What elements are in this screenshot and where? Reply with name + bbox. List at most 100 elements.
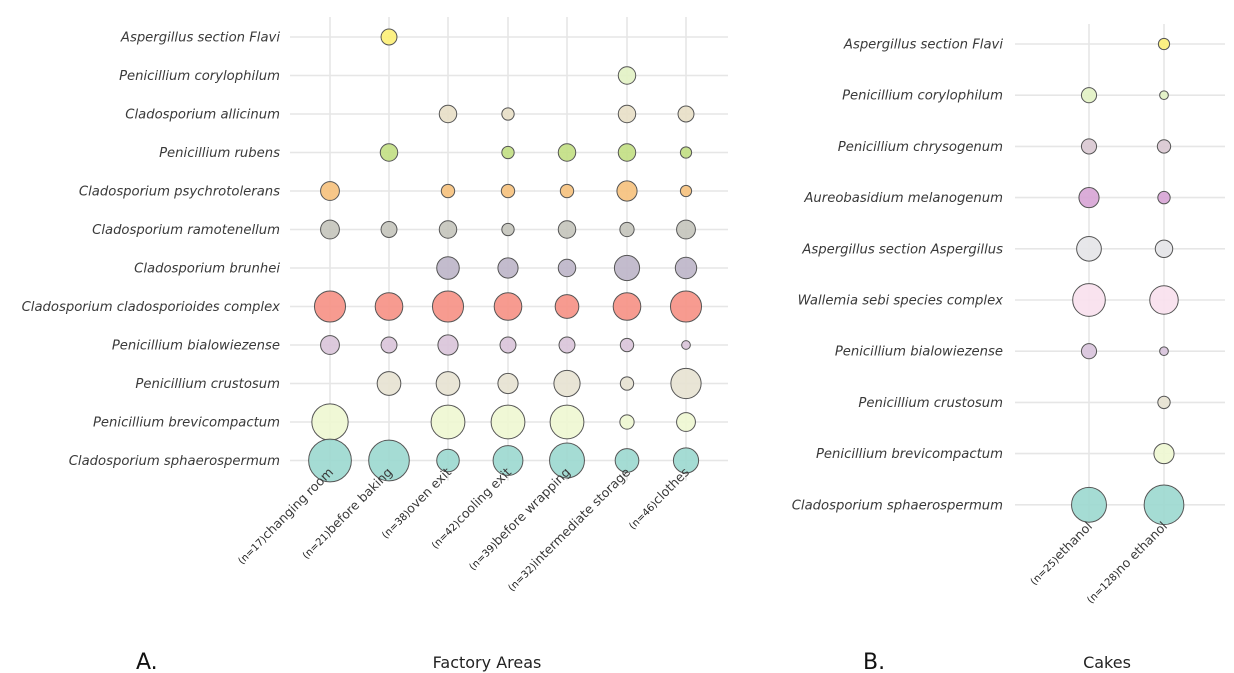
bubble-cladosporium-cladosporioides-complex-clothes — [669, 290, 703, 323]
bubble-penicillium-rubens-intermediate-storage — [617, 143, 637, 162]
y-tick-label-penicillium-corylophilum: Penicillium corylophilum — [119, 69, 280, 84]
panel-a-bubbles — [308, 28, 703, 483]
y-tick-label-penicillium-bialowiezense: Penicillium bialowiezense — [835, 345, 1003, 360]
bubble-cladosporium-ramotenellum-intermediate-storage — [619, 221, 635, 238]
bubble-penicillium-crustosum-cooling-exit — [497, 372, 519, 395]
bubble-penicillium-brevicompactum-clothes — [676, 412, 696, 432]
bubble-cladosporium-cladosporioides-complex-oven-exit — [431, 290, 465, 323]
bubble-penicillium-bialowiezense-before-baking — [380, 336, 398, 354]
x-tick-name: no ethanol — [1112, 519, 1170, 577]
x-tick-name: intermediate storage — [529, 464, 634, 569]
bubble-cladosporium-sphaerospermum-intermediate-storage — [614, 448, 640, 473]
bubble-cladosporium-ramotenellum-clothes — [676, 219, 696, 240]
y-tick-label-penicillium-chrysogenum: Penicillium chrysogenum — [838, 140, 1003, 155]
bubble-aspergillus-section-flavi-no-ethanol — [1157, 37, 1171, 51]
bubble-cladosporium-psychrotolerans-oven-exit — [440, 183, 456, 199]
y-tick-label-penicillium-bialowiezense: Penicillium bialowiezense — [112, 339, 280, 354]
y-tick-label-penicillium-crustosum: Penicillium crustosum — [858, 396, 1003, 411]
bubble-penicillium-corylophilum-intermediate-storage — [617, 66, 637, 85]
bubble-cladosporium-cladosporioides-complex-changing-room — [313, 290, 347, 323]
y-tick-label-aspergillus-section-aspergillus: Aspergillus section Aspergillus — [801, 242, 1003, 257]
bubble-cladosporium-sphaerospermum-no-ethanol — [1143, 484, 1185, 526]
bubble-penicillium-brevicompactum-before-wrapping — [549, 404, 585, 440]
y-tick-label-aspergillus-section-flavi: Aspergillus section Flavi — [120, 31, 280, 46]
bubble-cladosporium-allicinum-oven-exit — [438, 104, 458, 124]
bubble-penicillium-bialowiezense-changing-room — [320, 335, 340, 355]
bubble-aureobasidium-melanogenum-ethanol — [1078, 187, 1100, 209]
bubble-penicillium-crustosum-oven-exit — [435, 371, 461, 396]
bubble-aspergillus-section-flavi-before-baking — [380, 28, 398, 46]
y-tick-label-cladosporium-sphaerospermum: Cladosporium sphaerospermum — [792, 498, 1003, 513]
bubble-cladosporium-sphaerospermum-clothes — [672, 447, 700, 474]
bubble-cladosporium-ramotenellum-before-wrapping — [557, 220, 577, 239]
bubble-penicillium-rubens-before-baking — [379, 143, 399, 162]
bubble-cladosporium-ramotenellum-changing-room — [320, 219, 340, 240]
x-tick-label-before-wrapping: (n=39)before wrapping — [465, 465, 574, 574]
bubble-cladosporium-ramotenellum-before-baking — [380, 221, 398, 238]
x-tick-count: (n=42) — [430, 519, 463, 552]
x-tick-label-intermediate-storage: (n=32)intermediate storage — [504, 464, 634, 594]
bubble-penicillium-crustosum-intermediate-storage — [619, 376, 635, 391]
bubble-penicillium-bialowiezense-no-ethanol — [1159, 346, 1169, 357]
bubble-penicillium-brevicompactum-intermediate-storage — [619, 414, 635, 430]
y-tick-label-cladosporium-cladosporioides-complex: Cladosporium cladosporioides complex — [22, 300, 281, 315]
bubble-wallemia-sebi-species-complex-no-ethanol — [1149, 285, 1179, 315]
y-tick-label-penicillium-brevicompactum: Penicillium brevicompactum — [93, 416, 280, 431]
bubble-penicillium-corylophilum-no-ethanol — [1159, 90, 1169, 101]
x-tick-count: (n=17) — [236, 534, 269, 567]
bubble-penicillium-brevicompactum-no-ethanol — [1153, 443, 1175, 465]
x-tick-count: (n=128) — [1085, 569, 1122, 606]
x-tick-count: (n=39) — [467, 540, 500, 573]
x-tick-name: oven exit — [402, 464, 454, 516]
y-tick-label-wallemia-sebi-species-complex: Wallemia sebi species complex — [798, 294, 1004, 309]
bubble-cladosporium-sphaerospermum-changing-room — [308, 438, 352, 483]
panel-a: Aspergillus section Flavi Penicillium cor… — [22, 17, 728, 673]
bubble-cladosporium-psychrotolerans-before-wrapping — [559, 183, 575, 199]
y-tick-label-cladosporium-psychrotolerans: Cladosporium psychrotolerans — [79, 185, 280, 200]
bubble-cladosporium-sphaerospermum-before-baking — [368, 439, 410, 482]
bubble-penicillium-bialowiezense-ethanol — [1080, 343, 1098, 360]
bubble-penicillium-brevicompactum-oven-exit — [430, 404, 466, 440]
bubble-cladosporium-allicinum-cooling-exit — [501, 107, 515, 121]
panel-a-x-axis-title: Factory Areas — [433, 653, 542, 672]
x-tick-label-no-ethanol: (n=128)no ethanol — [1083, 519, 1171, 607]
bubble-penicillium-crustosum-before-baking — [376, 371, 402, 396]
bubble-cladosporium-allicinum-intermediate-storage — [617, 104, 637, 124]
x-tick-count: (n=25) — [1029, 555, 1062, 588]
x-tick-label-ethanol: (n=25)ethanol — [1026, 519, 1095, 588]
y-tick-label-penicillium-brevicompactum: Penicillium brevicompactum — [816, 447, 1003, 462]
y-tick-label-cladosporium-ramotenellum: Cladosporium ramotenellum — [92, 223, 280, 238]
bubble-penicillium-brevicompactum-changing-room — [311, 403, 349, 441]
bubble-wallemia-sebi-species-complex-ethanol — [1072, 283, 1106, 317]
panel-b-y-tick-labels: Aspergillus section Flavi Penicillium cor… — [792, 38, 1004, 514]
x-tick-count: (n=46) — [627, 499, 660, 532]
bubble-cladosporium-brunhei-oven-exit — [436, 256, 460, 280]
x-tick-count: (n=32) — [506, 561, 539, 594]
panel-a-x-tick-labels: (n=17)changing room(n=21)before baking(n… — [236, 464, 692, 594]
bubble-penicillium-bialowiezense-clothes — [681, 340, 691, 350]
y-tick-label-penicillium-rubens: Penicillium rubens — [159, 146, 280, 161]
panel-a-letter: A. — [136, 650, 158, 673]
bubble-cladosporium-brunhei-intermediate-storage — [613, 254, 641, 282]
y-tick-label-aspergillus-section-flavi: Aspergillus section Flavi — [843, 38, 1003, 53]
panel-b-bubbles — [1071, 37, 1185, 526]
bubble-cladosporium-brunhei-cooling-exit — [497, 257, 519, 279]
y-tick-label-penicillium-corylophilum: Penicillium corylophilum — [842, 89, 1003, 104]
bubble-penicillium-crustosum-before-wrapping — [553, 369, 581, 398]
panel-b-x-axis-title: Cakes — [1083, 653, 1131, 672]
y-tick-label-penicillium-crustosum: Penicillium crustosum — [135, 377, 280, 392]
bubble-penicillium-chrysogenum-ethanol — [1080, 138, 1098, 155]
bubble-penicillium-brevicompactum-cooling-exit — [490, 404, 526, 440]
bubble-penicillium-chrysogenum-no-ethanol — [1156, 139, 1172, 154]
bubble-cladosporium-sphaerospermum-oven-exit — [436, 448, 460, 473]
bubble-cladosporium-cladosporioides-complex-cooling-exit — [493, 292, 523, 321]
y-tick-label-aureobasidium-melanogenum: Aureobasidium melanogenum — [803, 191, 1003, 206]
x-tick-name: ethanol — [1051, 519, 1095, 563]
x-tick-count: (n=38) — [380, 509, 413, 542]
bubble-cladosporium-sphaerospermum-cooling-exit — [492, 445, 524, 476]
y-tick-label-cladosporium-sphaerospermum: Cladosporium sphaerospermum — [69, 454, 280, 469]
bubble-penicillium-bialowiezense-before-wrapping — [558, 336, 576, 354]
bubble-cladosporium-ramotenellum-cooling-exit — [501, 222, 515, 237]
panel-b-letter: B. — [863, 650, 885, 673]
bubble-cladosporium-brunhei-before-wrapping — [557, 258, 577, 278]
